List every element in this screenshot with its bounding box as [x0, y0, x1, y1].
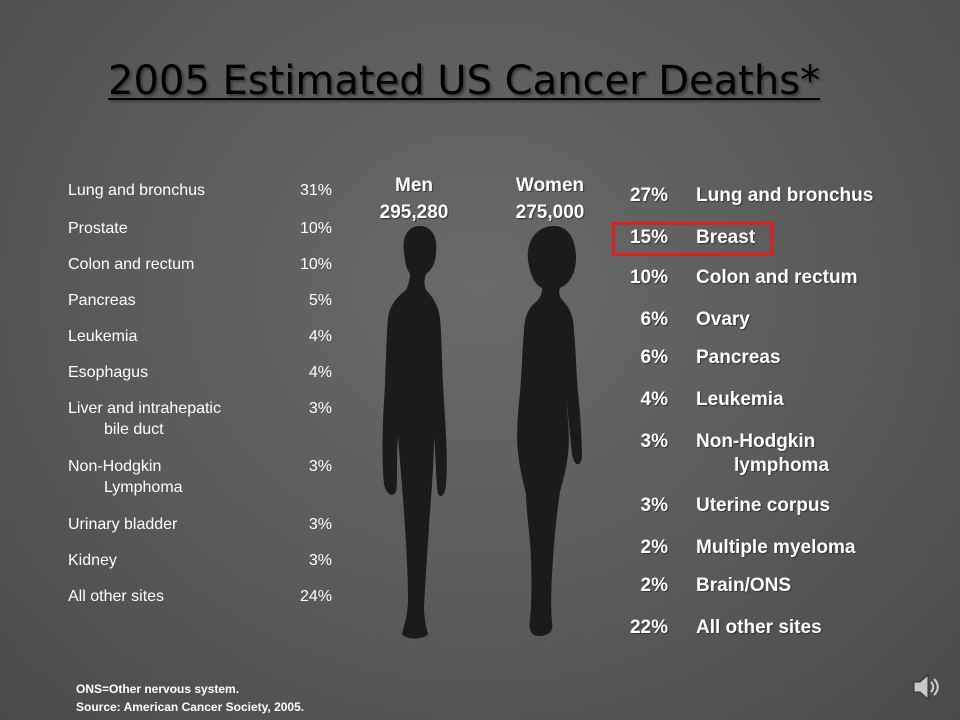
men-site-label: Esophagus — [68, 364, 149, 381]
breast-highlight-box — [612, 222, 774, 256]
female-silhouette-icon — [517, 226, 582, 636]
list-item: Prostate 10% — [68, 218, 338, 258]
men-site-label: Non-Hodgkin Lymphoma — [68, 458, 183, 496]
list-item: Leukemia 4% — [68, 326, 338, 366]
women-site-pct: 3% — [640, 431, 668, 452]
list-item: Kidney 3% — [68, 550, 338, 590]
women-site-label: Non-Hodgkin lymphoma — [696, 431, 830, 476]
women-site-pct: 6% — [640, 347, 668, 368]
women-site-pct: 3% — [640, 495, 668, 516]
list-item: Urinary bladder 3% — [68, 514, 338, 554]
men-site-pct: 10% — [299, 256, 332, 273]
list-item: Non-Hodgkin Lymphoma 3% — [68, 456, 338, 496]
women-site-label: Uterine corpus — [696, 495, 831, 516]
men-site-label: Leukemia — [68, 328, 138, 345]
women-site-pct: 27% — [629, 185, 668, 206]
men-total: 295,280 — [379, 202, 449, 223]
footnote-source: Source: American Cancer Society, 2005. — [76, 700, 305, 714]
women-label: Women — [515, 175, 585, 196]
men-site-label: Prostate — [68, 220, 128, 237]
women-site-pct: 4% — [640, 389, 668, 410]
women-site-pct: 10% — [629, 267, 668, 288]
footnote-ons: ONS=Other nervous system. — [76, 682, 240, 696]
men-site-pct: 24% — [299, 588, 332, 605]
men-site-pct: 5% — [308, 292, 332, 309]
slide-title: 2005 Estimated US Cancer Deaths* — [108, 58, 821, 104]
men-site-pct: 4% — [308, 364, 332, 381]
speaker-icon[interactable] — [908, 670, 942, 704]
women-site-pct: 22% — [629, 617, 668, 638]
men-site-pct: 3% — [308, 552, 332, 569]
women-site-label: Ovary — [696, 309, 750, 330]
women-site-label: Brain/ONS — [696, 575, 792, 596]
women-site-pct: 15% — [629, 227, 668, 248]
men-site-label: All other sites — [68, 588, 165, 605]
male-silhouette-icon — [382, 226, 447, 639]
footnote: ONS=Other nervous system. Source: Americ… — [76, 680, 304, 716]
list-item: Lung and bronchus 31% — [68, 180, 338, 220]
men-site-label: Urinary bladder — [68, 516, 178, 533]
women-site-label: Colon and rectum — [696, 267, 858, 288]
men-site-pct: 4% — [308, 328, 332, 345]
men-site-pct: 10% — [299, 220, 332, 237]
women-site-label: Multiple myeloma — [696, 537, 856, 558]
women-site-pct: 2% — [640, 575, 668, 596]
men-site-pct: 31% — [299, 182, 332, 199]
men-site-pct: 3% — [308, 516, 332, 533]
men-site-label: Pancreas — [68, 292, 136, 309]
list-item: Esophagus 4% — [68, 362, 338, 402]
list-item: Colon and rectum 10% — [68, 254, 338, 294]
women-site-label: All other sites — [696, 617, 822, 638]
men-site-label: Liver and intrahepatic bile duct — [68, 400, 221, 438]
men-site-label: Lung and bronchus — [68, 182, 205, 199]
women-site-pct: 2% — [640, 537, 668, 558]
women-site-pct: 6% — [640, 309, 668, 330]
men-site-label: Colon and rectum — [68, 256, 195, 273]
women-site-label: Pancreas — [696, 347, 781, 368]
list-item: All other sites 24% — [68, 586, 338, 626]
list-item: Liver and intrahepatic bile duct 3% — [68, 398, 338, 438]
men-label: Men — [395, 175, 433, 196]
men-site-label: Kidney — [68, 552, 117, 569]
list-item: Pancreas 5% — [68, 290, 338, 330]
women-site-label: Leukemia — [696, 389, 784, 410]
men-header: Men 295,280 — [368, 172, 460, 226]
women-site-label: Breast — [696, 227, 756, 248]
men-site-pct: 3% — [308, 400, 332, 417]
women-header: Women 275,000 — [500, 172, 600, 226]
women-total: 275,000 — [515, 202, 585, 223]
men-site-pct: 3% — [308, 458, 332, 475]
women-site-label: Lung and bronchus — [696, 185, 874, 206]
